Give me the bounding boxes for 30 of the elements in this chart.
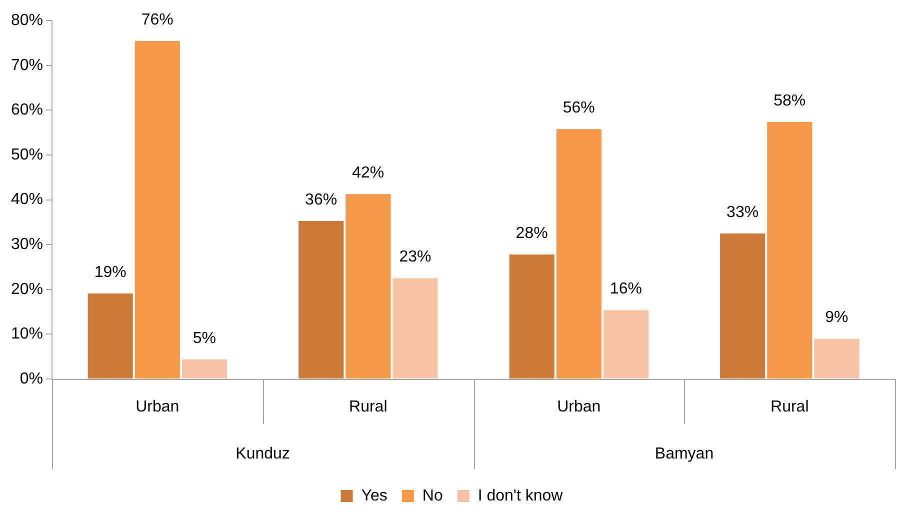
y-tick-label: 40% (10, 191, 44, 208)
y-tick-label: 30% (10, 236, 44, 254)
data-label: 19% (94, 264, 126, 281)
data-label: 58% (774, 92, 806, 110)
data-label: 23% (399, 248, 432, 266)
y-tick-label: 10% (10, 326, 44, 343)
data-label: 16% (610, 280, 642, 298)
y-tick-label: 60% (10, 102, 44, 119)
y-tick-label: 70% (10, 56, 44, 74)
x-tick-label: Rural (349, 398, 388, 416)
legend-label: I don't know (478, 487, 564, 504)
legend-label: Yes (361, 487, 388, 504)
x-tick-label: Urban (557, 398, 601, 416)
data-label: 36% (305, 191, 338, 208)
data-label: 5% (192, 330, 216, 347)
x-tick-label: Rural (770, 398, 809, 416)
data-label: 33% (726, 204, 759, 221)
data-label: 76% (141, 11, 174, 28)
y-tick-label: 50% (10, 146, 44, 164)
data-label: 56% (562, 100, 595, 117)
data-label: 9% (825, 309, 848, 326)
text: Kunduz (236, 445, 290, 462)
y-tick-label: 0% (20, 370, 44, 388)
x-tick-label: Urban (136, 398, 180, 416)
data-label: 42% (352, 164, 384, 182)
y-tick-label: 80% (10, 12, 44, 30)
y-tick-label: 20% (10, 280, 44, 298)
text: Bamyan (654, 445, 714, 462)
data-label: 28% (516, 224, 548, 242)
legend-label: No (422, 487, 443, 504)
